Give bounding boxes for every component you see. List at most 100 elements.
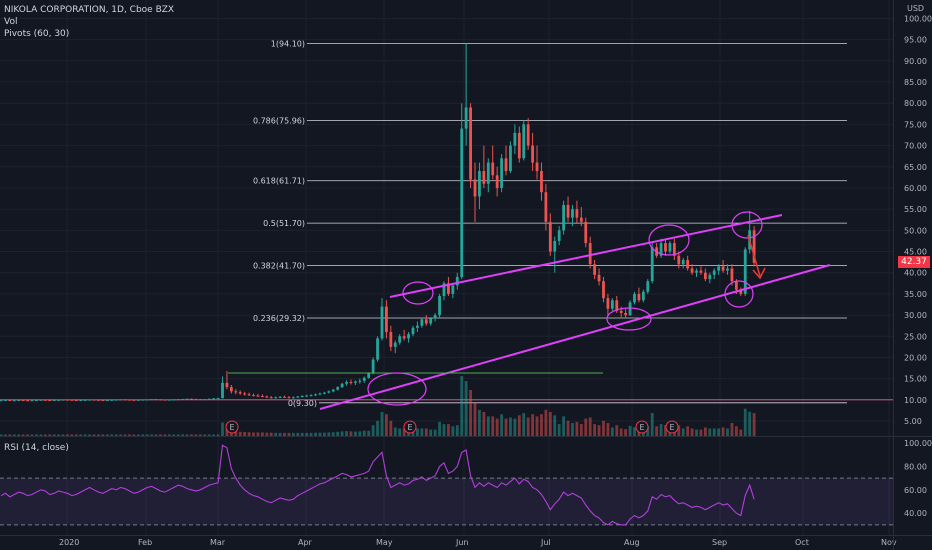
fib-retracement[interactable]: 1(94.10) 0.786(75.96) 0.618(61.71) 0.5(51.7…: [0, 39, 893, 408]
candle-body: [624, 312, 628, 316]
candle-body: [132, 399, 136, 401]
volume-bar: [442, 424, 446, 436]
earnings-marker: [225, 420, 239, 434]
candle-body: [154, 399, 158, 401]
volume-bar: [52, 434, 56, 436]
volume-bar: [212, 434, 216, 436]
time-tick-label: 2020: [59, 538, 79, 547]
candle-body: [221, 382, 224, 399]
volume-bar: [659, 424, 663, 436]
candle-body: [633, 293, 636, 303]
price-tick-label: 85.00: [904, 78, 927, 87]
volume-bar: [318, 432, 322, 436]
candle-body: [101, 400, 105, 402]
candle-body: [269, 397, 273, 399]
circle-annotation-may[interactable]: [367, 372, 427, 406]
vol-legend[interactable]: Vol: [4, 17, 18, 27]
candle-body: [411, 327, 415, 335]
candle-body: [522, 124, 526, 159]
circle-annotation-sep-top[interactable]: [731, 211, 763, 239]
candle-body: [455, 276, 459, 286]
volume-bar: [43, 434, 47, 436]
candle-body: [721, 266, 725, 271]
earnings-marker-label: E: [407, 423, 412, 432]
candle-body: [207, 398, 211, 400]
volume-bar: [712, 428, 716, 436]
rsi-tick-label: 60.00: [904, 486, 927, 495]
candle-body: [482, 171, 486, 184]
rsi-tick-label: 40.00: [904, 509, 927, 518]
user-drawings[interactable]: [228, 211, 831, 410]
volume-bar: [540, 414, 543, 436]
circle-annotation-aug-top[interactable]: [648, 224, 690, 256]
lower-trendline[interactable]: [319, 264, 831, 410]
price-tick-label: 100.00: [904, 15, 932, 24]
volume-bar: [597, 425, 601, 436]
volume-bar: [128, 434, 131, 436]
candle-body: [194, 398, 198, 400]
circle-annotation-aug-low[interactable]: [606, 307, 652, 331]
candle-body: [517, 132, 521, 159]
candle-body: [451, 285, 455, 294]
candle-body: [296, 396, 300, 398]
circle-annotation-sep-low[interactable]: [724, 280, 754, 308]
volume-bar: [88, 434, 91, 436]
candle-body: [486, 162, 490, 184]
volume-bar: [500, 414, 503, 436]
volume-bar: [119, 434, 123, 436]
down-arrow-shaft[interactable]: [747, 234, 761, 277]
volume-bar: [686, 426, 690, 436]
volume-bar: [455, 425, 459, 436]
rsi-legend[interactable]: RSI (14, close): [4, 443, 69, 453]
volume-bar: [553, 415, 557, 436]
volume-bar: [566, 420, 570, 436]
volume-bar: [473, 403, 477, 436]
volume-bar: [695, 429, 698, 436]
volume-bar: [420, 428, 424, 436]
candle-body: [602, 281, 605, 299]
volume-bar: [238, 431, 242, 436]
volume-bar: [548, 412, 552, 436]
candle-body: [61, 399, 65, 401]
candle-body: [238, 392, 242, 394]
volume-bar: [221, 422, 224, 436]
price-tick-label: 5.00: [904, 417, 922, 426]
candle-body: [752, 230, 756, 263]
rsi-band-fill: [0, 478, 893, 525]
time-tick-label: Sep: [712, 538, 727, 547]
symbol-title[interactable]: NIKOLA CORPORATION, 1D, Cboe BZX: [4, 5, 175, 15]
volume-bar: [145, 434, 149, 436]
volume-bar: [739, 429, 743, 436]
volume-bar: [478, 409, 481, 436]
time-tick-label: Mar: [210, 538, 226, 547]
candle-body: [562, 204, 566, 231]
candle-body: [229, 387, 233, 392]
candle-body: [30, 400, 34, 402]
candle-body: [185, 398, 189, 400]
candle-body: [606, 298, 610, 309]
volume-bar: [172, 434, 176, 436]
circle-annotation-may-top[interactable]: [402, 281, 434, 305]
candle-body: [531, 145, 534, 163]
upper-trendline[interactable]: [389, 214, 783, 298]
volume-bar: [575, 421, 579, 436]
price-tick-label: 35.00: [904, 290, 927, 299]
candle-body: [97, 399, 100, 401]
candle-body: [145, 399, 149, 401]
volume-bar: [283, 432, 286, 436]
candle-body: [473, 179, 477, 197]
volume-bar: [243, 432, 247, 436]
candle-body: [123, 399, 127, 401]
candle-body: [429, 318, 433, 324]
candle-body: [407, 334, 410, 339]
volume-bar: [265, 432, 269, 436]
volume-bar: [309, 432, 313, 436]
candle-body: [380, 306, 384, 339]
pivots-legend[interactable]: Pivots (60, 30): [4, 29, 70, 39]
volume-bar: [8, 434, 12, 436]
candle-body: [628, 302, 632, 316]
volume-bar: [185, 434, 189, 436]
